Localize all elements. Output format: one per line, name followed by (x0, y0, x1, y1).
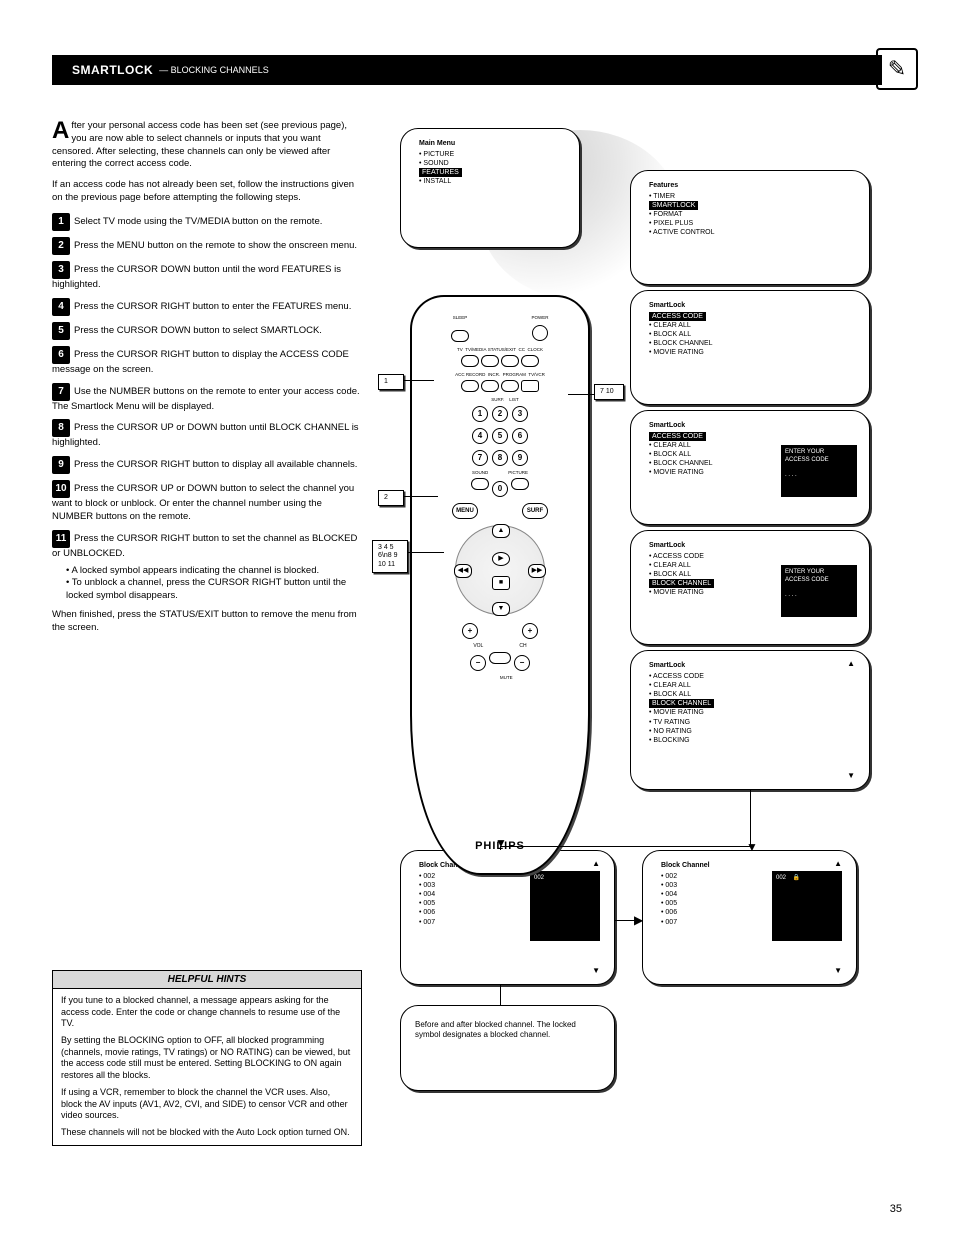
top-bar: SMARTLOCK — BLOCKING CHANNELS (52, 55, 882, 85)
arrow-down-icon: ▼ (847, 771, 855, 781)
picture-button[interactable] (511, 478, 529, 490)
lock-icon: 🔒 (793, 875, 800, 881)
callout-1: 1 (378, 374, 404, 390)
callout-2: 2 (378, 490, 404, 506)
step-4: 4Press the CURSOR RIGHT button to enter … (52, 298, 362, 316)
helpful-hints-box: HELPFUL HINTS If you tune to a blocked c… (52, 970, 362, 1146)
num-4-button[interactable]: 4 (472, 428, 488, 444)
record-button[interactable] (461, 380, 479, 392)
num-6-button[interactable]: 6 (512, 428, 528, 444)
arrow-down-icon: ▼ (495, 836, 507, 850)
callout-3: 3 4 5 6\n8 9 10 11 (372, 540, 408, 573)
intro-para1: After your personal access code has been… (52, 120, 362, 171)
step-11: 11Press the CURSOR RIGHT button to set t… (52, 530, 362, 635)
step-7: 7Use the NUMBER buttons on the remote to… (52, 383, 362, 414)
intro-para2: If an access code has not already been s… (52, 179, 362, 205)
surf-button[interactable]: SURF (522, 503, 548, 519)
step-2: 2Press the MENU button on the remote to … (52, 237, 362, 255)
channel-highlight-right: 002 🔒 (772, 871, 842, 941)
screen-access-code-1: SmartLock ACCESS CODE CLEAR ALL BLOCK AL… (630, 410, 870, 525)
arrow-down-icon: ▼ (834, 966, 842, 976)
page-root: SMARTLOCK — BLOCKING CHANNELS ✎ After yo… (0, 0, 954, 1235)
step-8: 8Press the CURSOR UP or DOWN button unti… (52, 419, 362, 450)
program-button[interactable] (501, 380, 519, 392)
step-5: 5Press the CURSOR DOWN button to select … (52, 322, 362, 340)
arrow-up-icon: ▲ (592, 859, 600, 869)
arrow-down-icon: ▼ (746, 840, 758, 854)
arrow-down-icon: ▼ (592, 966, 600, 976)
cc-button[interactable] (501, 355, 519, 367)
remote-control: SLEEPPOWER TV TV/MEDIA STATUS/EXIT CC CL… (410, 295, 590, 875)
incr-button[interactable] (481, 380, 499, 392)
page-number: 35 (890, 1203, 902, 1215)
connector-line (408, 552, 444, 553)
play-button[interactable]: ▶ (492, 552, 510, 566)
power-button[interactable] (532, 325, 548, 341)
screen-main-menu: Main Menu PICTURE SOUND FEATURES INSTALL (400, 128, 580, 248)
menu-button[interactable]: MENU (452, 503, 478, 519)
stop-button[interactable]: ■ (492, 576, 510, 590)
step-11-bullets: A locked symbol appears indicating the c… (66, 565, 362, 603)
ch-up-button[interactable]: + (522, 623, 538, 639)
connector-line (750, 790, 751, 846)
step-3: 3Press the CURSOR DOWN button until the … (52, 261, 362, 292)
num-5-button[interactable]: 5 (492, 428, 508, 444)
cursor-up-button[interactable]: ▲ (492, 524, 510, 538)
sleep-button[interactable] (451, 330, 469, 342)
num-1-button[interactable]: 1 (472, 406, 488, 422)
arrow-up-icon: ▲ (834, 859, 842, 869)
arrow-right-icon: ▶ (634, 913, 643, 927)
access-code-block-1: ENTER YOURACCESS CODE. . . . (781, 445, 857, 497)
screen-smartlock-list: SmartLock ACCESS CODE CLEAR ALL BLOCK AL… (630, 650, 870, 790)
status-exit-button[interactable] (481, 355, 499, 367)
cursor-down-button[interactable]: ▼ (492, 602, 510, 616)
tvvcr-button[interactable] (521, 380, 539, 392)
hints-p1: If you tune to a blocked channel, a mess… (61, 995, 353, 1030)
hints-header: HELPFUL HINTS (53, 971, 361, 989)
vol-down-button[interactable]: − (470, 655, 486, 671)
step-6: 6Press the CURSOR RIGHT button to displa… (52, 346, 362, 377)
hints-p3: If using a VCR, remember to block the ch… (61, 1087, 353, 1122)
screen-access-code-2: SmartLock ACCESS CODE CLEAR ALL BLOCK AL… (630, 530, 870, 645)
connector-line (500, 985, 501, 1005)
step-9: 9Press the CURSOR RIGHT button to displa… (52, 456, 362, 474)
num-3-button[interactable]: 3 (512, 406, 528, 422)
mute-button[interactable] (489, 652, 511, 664)
clock-button[interactable] (521, 355, 539, 367)
screen-features: Features TIMER SMARTLOCK FORMAT PIXEL PL… (630, 170, 870, 285)
cursor-right-button[interactable]: ▶▶ (528, 564, 546, 578)
hints-p2: By setting the BLOCKING option to OFF, a… (61, 1035, 353, 1082)
sound-button[interactable] (471, 478, 489, 490)
topbar-section: — BLOCKING CHANNELS (153, 65, 269, 75)
connector-line (404, 380, 434, 381)
num-0-button[interactable]: 0 (492, 481, 508, 497)
ch-down-button[interactable]: − (514, 655, 530, 671)
num-2-button[interactable]: 2 (492, 406, 508, 422)
caption-box: Before and after blocked channel. The lo… (400, 1005, 615, 1091)
num-8-button[interactable]: 8 (492, 450, 508, 466)
num-7-button[interactable]: 7 (472, 450, 488, 466)
screen-channels-after: Block Channel 002 003 004 005 006 007 00… (642, 850, 857, 985)
step-1: 1Select TV mode using the TV/MEDIA butto… (52, 213, 362, 231)
vol-up-button[interactable]: + (462, 623, 478, 639)
screen-smartlock-1: SmartLock ACCESS CODE CLEAR ALL BLOCK AL… (630, 290, 870, 405)
num-9-button[interactable]: 9 (512, 450, 528, 466)
cursor-left-button[interactable]: ◀◀ (454, 564, 472, 578)
nav-circle: ▲ ▼ ◀◀ ▶▶ ▶ ■ (455, 525, 545, 615)
connector-line (404, 496, 438, 497)
arrow-up-icon: ▲ (847, 659, 855, 669)
connector-line (568, 394, 594, 395)
step-10: 10Press the CURSOR UP or DOWN button to … (52, 480, 362, 524)
access-code-block-2: ENTER YOURACCESS CODE. . . . (781, 565, 857, 617)
pencil-icon: ✎ (876, 48, 918, 90)
channel-highlight-left: 002 (530, 871, 600, 941)
hints-p4: These channels will not be blocked with … (61, 1127, 353, 1139)
instructions-column: After your personal access code has been… (52, 120, 362, 635)
tvmedia-button[interactable] (461, 355, 479, 367)
callout-4: 7 10 (594, 384, 624, 400)
topbar-title: SMARTLOCK (52, 63, 153, 77)
connector-line (500, 846, 750, 847)
